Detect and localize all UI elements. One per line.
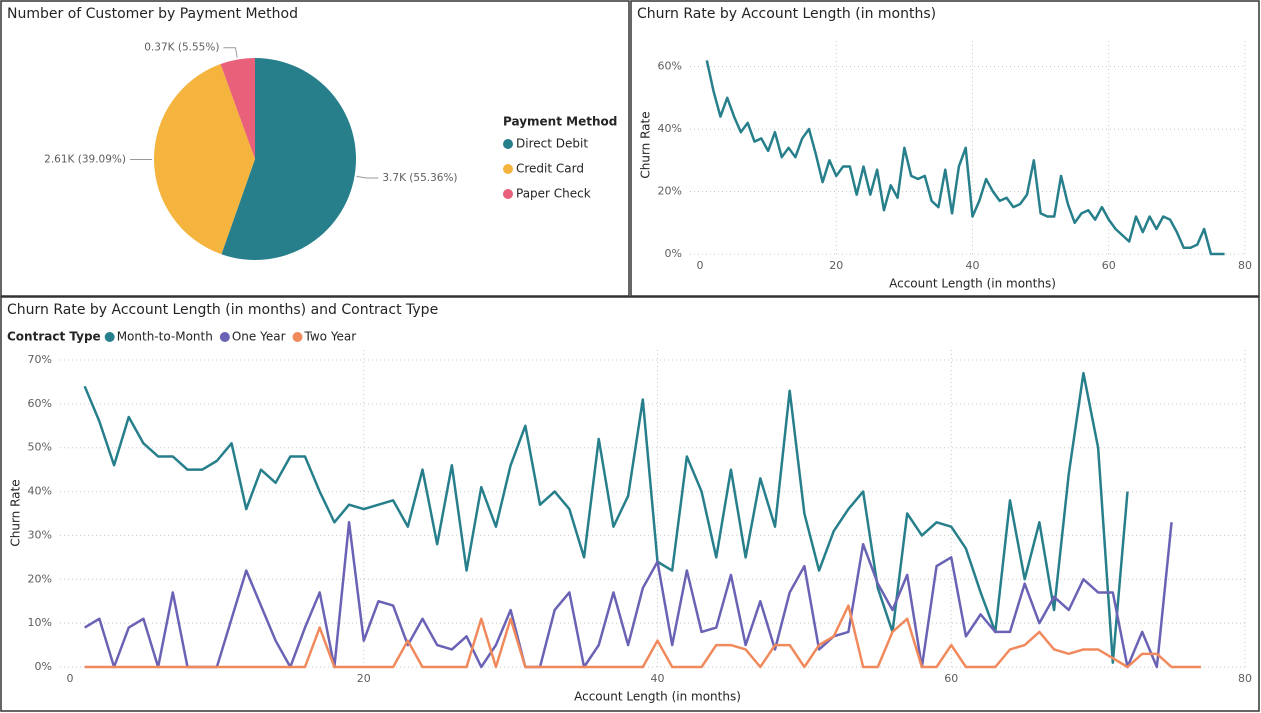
x-tick-label: 0 — [697, 259, 704, 272]
x-tick-label: 20 — [829, 259, 843, 272]
legend-label: Credit Card — [516, 162, 584, 176]
x-tick-label: 80 — [1238, 672, 1252, 685]
legend-label: Two Year — [304, 330, 357, 344]
y-tick-label: 40% — [658, 122, 682, 135]
y-tick-label: 30% — [28, 528, 52, 541]
x-tick-label: 40 — [651, 672, 665, 685]
y-axis-label: Churn Rate — [639, 111, 653, 178]
legend-marker — [292, 332, 303, 342]
data-label: 0.37K (5.55%) — [144, 42, 219, 54]
legend-marker — [503, 139, 513, 149]
chart-title: Churn Rate by Account Length (in months)… — [7, 302, 438, 318]
pie-slice — [221, 58, 357, 261]
x-tick-label: 80 — [1238, 259, 1252, 272]
y-tick-label: 60% — [28, 397, 52, 410]
y-tick-label: 0% — [665, 247, 682, 260]
chart-title: Churn Rate by Account Length (in months) — [637, 6, 936, 22]
y-tick-label: 20% — [658, 185, 682, 198]
y-tick-label: 50% — [28, 441, 52, 454]
x-tick-label: 60 — [944, 672, 958, 685]
series-line — [83, 371, 1129, 664]
y-tick-label: 10% — [28, 616, 52, 629]
x-tick-label: 0 — [67, 672, 74, 685]
pie-slice — [220, 58, 255, 159]
x-axis-label: Account Length (in months) — [574, 690, 741, 704]
series-line — [705, 60, 1225, 256]
legend-marker — [219, 332, 230, 342]
data-label: 2.61K (39.09%) — [44, 154, 126, 166]
x-tick-label: 40 — [966, 259, 980, 272]
series-line — [84, 521, 1173, 669]
legend-marker — [104, 332, 115, 342]
legend-title: Contract Type — [7, 330, 101, 344]
x-tick-label: 60 — [1102, 259, 1116, 272]
series-line — [84, 604, 1201, 669]
leader-line — [356, 175, 379, 179]
data-label: 3.7K (55.36%) — [382, 172, 457, 184]
panel — [0, 296, 1260, 712]
legend-title: Payment Method — [503, 115, 617, 129]
panel — [630, 0, 1260, 297]
y-tick-label: 20% — [28, 572, 52, 585]
legend-label: Paper Check — [516, 187, 591, 201]
leader-line — [223, 47, 238, 58]
legend-marker — [503, 189, 513, 199]
x-tick-label: 20 — [357, 672, 371, 685]
y-tick-label: 0% — [35, 660, 52, 673]
y-tick-label: 40% — [28, 485, 52, 498]
legend-label: Direct Debit — [516, 137, 588, 151]
chart-title: Number of Customer by Payment Method — [7, 6, 298, 22]
legend-marker — [503, 164, 513, 174]
y-tick-label: 60% — [658, 60, 682, 73]
pie-slice — [154, 64, 255, 255]
y-tick-label: 70% — [28, 353, 52, 366]
x-axis-label: Account Length (in months) — [889, 277, 1056, 291]
legend-label: Month-to-Month — [117, 330, 213, 344]
y-axis-label: Churn Rate — [9, 479, 23, 546]
legend-label: One Year — [232, 330, 286, 344]
